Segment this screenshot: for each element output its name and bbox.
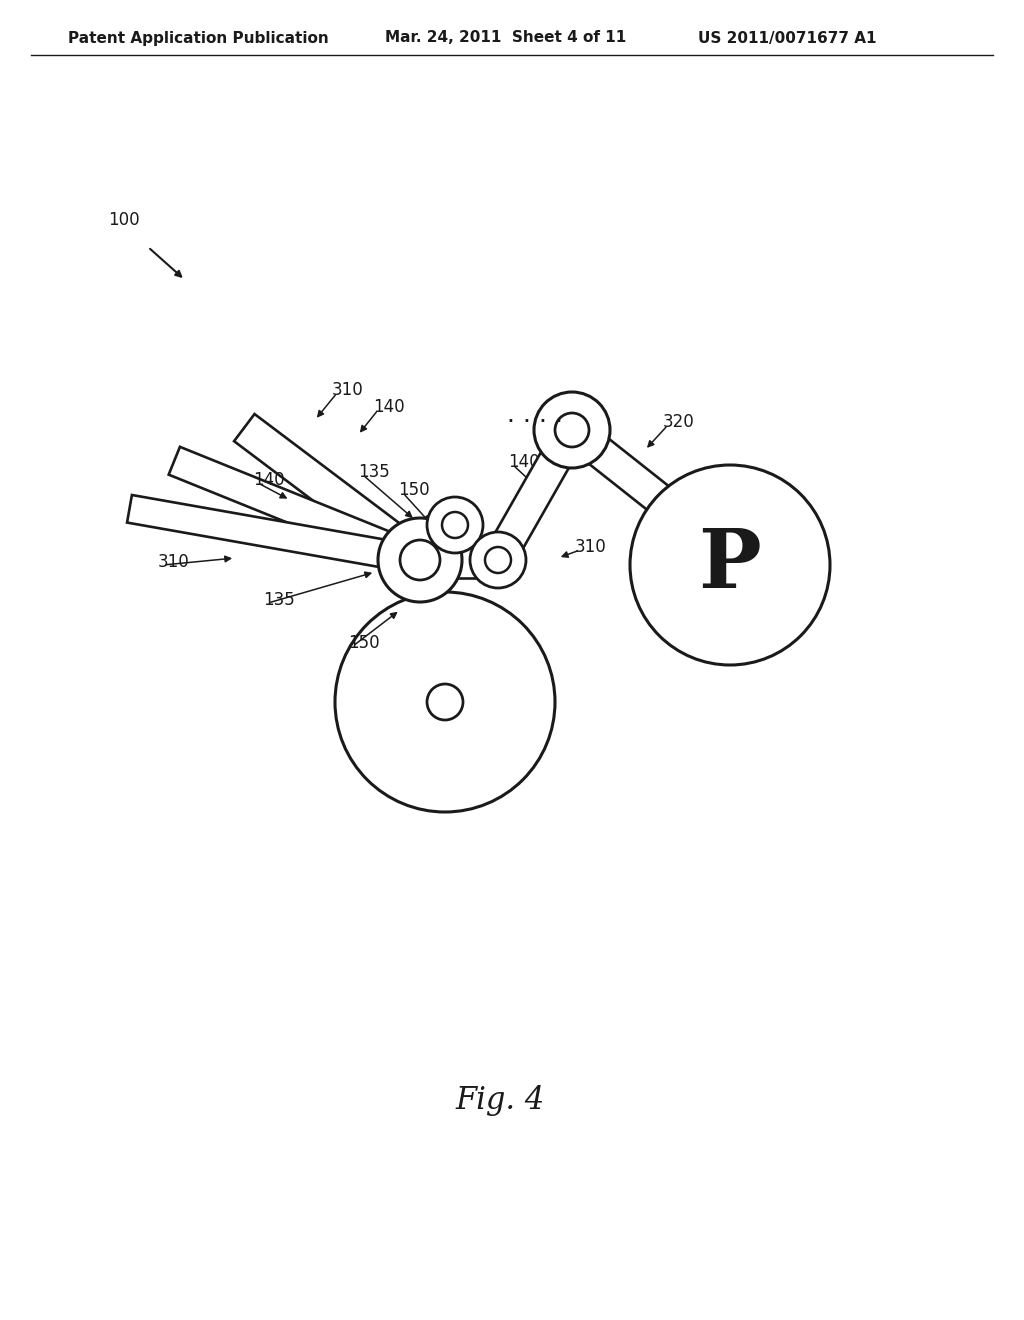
Text: 150: 150 <box>398 480 430 499</box>
Text: US 2011/0071677 A1: US 2011/0071677 A1 <box>698 30 877 45</box>
Text: 100: 100 <box>108 211 139 228</box>
Circle shape <box>400 540 440 579</box>
Text: 310: 310 <box>575 539 607 556</box>
Circle shape <box>630 465 830 665</box>
Text: 140: 140 <box>253 471 285 488</box>
Circle shape <box>427 684 463 719</box>
Text: 310: 310 <box>158 553 189 572</box>
Text: 310: 310 <box>332 381 364 399</box>
Text: 320: 320 <box>663 413 694 432</box>
Polygon shape <box>562 417 740 568</box>
Text: Fig. 4: Fig. 4 <box>456 1085 545 1115</box>
Text: Patent Application Publication: Patent Application Publication <box>68 30 329 45</box>
Text: 135: 135 <box>263 591 295 609</box>
Polygon shape <box>415 543 506 578</box>
Circle shape <box>555 413 589 447</box>
Circle shape <box>485 546 511 573</box>
Circle shape <box>470 532 526 587</box>
Circle shape <box>534 392 610 469</box>
Text: P: P <box>698 525 762 605</box>
Polygon shape <box>169 447 426 574</box>
Text: Mar. 24, 2011  Sheet 4 of 11: Mar. 24, 2011 Sheet 4 of 11 <box>385 30 627 45</box>
Circle shape <box>378 517 462 602</box>
Text: 200: 200 <box>725 638 757 656</box>
Circle shape <box>335 591 555 812</box>
Text: 150: 150 <box>348 634 380 652</box>
Text: . . . .: . . . . <box>507 403 563 426</box>
Polygon shape <box>127 495 423 574</box>
Text: 135: 135 <box>358 463 390 480</box>
Circle shape <box>442 512 468 539</box>
Circle shape <box>427 498 483 553</box>
Text: 140: 140 <box>373 399 404 416</box>
Text: 140: 140 <box>508 453 540 471</box>
Polygon shape <box>234 414 430 574</box>
Polygon shape <box>484 422 586 568</box>
